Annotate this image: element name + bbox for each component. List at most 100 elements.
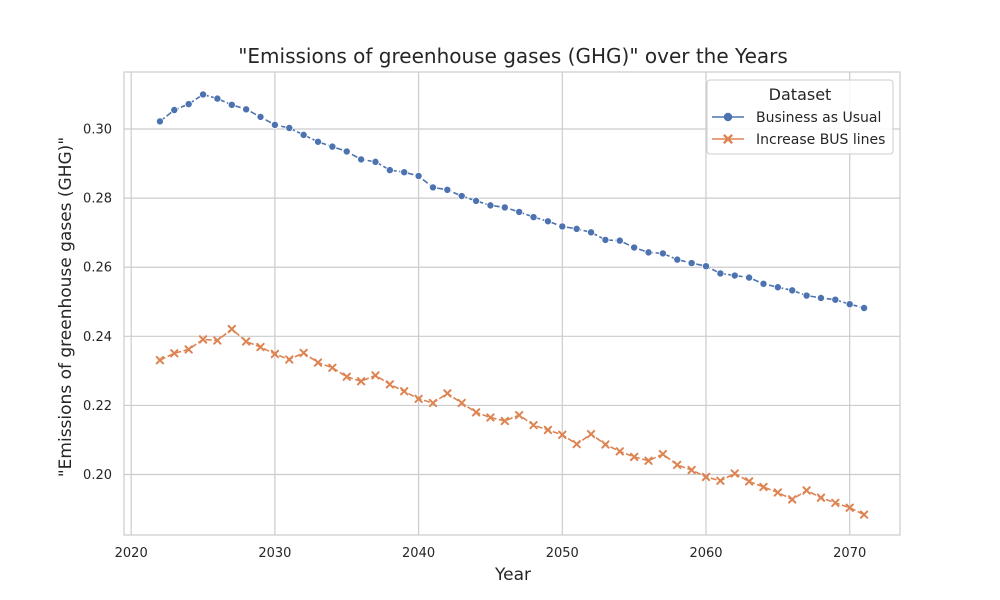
data-point [313,358,323,367]
data-point [342,147,351,156]
y-tick-label: 0.24 [83,330,112,345]
data-point [802,486,811,495]
data-point [227,100,236,109]
data-point [184,100,193,109]
x-tick-label: 2070 [833,546,866,561]
series-1 [155,90,869,312]
data-point [831,498,840,508]
data-point [859,510,869,519]
data-point [299,348,308,358]
data-point [816,293,825,302]
data-point [673,255,682,264]
x-tick-label: 2020 [115,546,148,561]
data-point [543,217,552,226]
data-point [788,286,797,295]
data-point [400,168,409,177]
data-point [155,117,164,126]
x-tick-label: 2040 [402,546,435,561]
data-point [529,213,538,222]
data-point [285,123,294,132]
data-point [500,203,509,212]
data-point [845,300,854,309]
data-point [701,472,711,482]
data-point [687,259,696,268]
data-point [529,420,538,430]
data-point [385,380,395,389]
data-point [716,476,725,485]
legend-entries: Business as Usual Increase BUS lines [712,110,885,148]
data-point [773,488,783,497]
y-tick-label: 0.28 [83,192,112,207]
data-point [630,243,639,252]
data-point [328,363,337,372]
data-point [558,222,567,231]
data-point [256,342,265,352]
data-point [170,349,179,358]
data-point [400,387,409,396]
data-point [428,183,437,192]
data-point [213,336,222,345]
data-point [644,248,653,257]
chart-title: "Emissions of greenhouse gases (GHG)" ov… [238,44,788,68]
data-point [644,456,653,465]
data-point [629,452,639,462]
data-point [414,172,423,181]
data-point [831,295,840,304]
legend-title: Dataset [769,85,832,104]
data-point [601,440,610,449]
y-axis-label: "Emissions of greenhouse gases (GHG)" [56,137,76,477]
data-point [342,372,351,381]
data-point [471,408,481,417]
plot-frame [123,71,901,536]
data-point [615,447,624,456]
data-point [716,269,725,278]
data-point [587,228,596,237]
x-axis-label: Year [494,565,531,585]
x-tick-label: 2030 [258,546,291,561]
data-point [658,249,667,258]
data-point [457,398,466,408]
data-point [802,291,811,300]
y-tick-label: 0.30 [83,123,112,138]
data-point [745,273,754,282]
data-point [845,503,854,512]
data-point [256,112,265,121]
y-tick-label: 0.22 [83,399,112,414]
data-point [414,394,423,404]
data-point [170,106,179,115]
data-point [285,355,294,364]
data-point [155,355,165,365]
data-point [227,324,236,334]
data-point [356,377,366,386]
data-point [730,271,739,280]
data-point [241,337,251,346]
series-line [159,328,865,516]
data-point [730,469,739,478]
data-point [687,465,696,475]
data-point [472,196,481,205]
data-point [242,105,251,114]
data-point [500,416,510,426]
data-point [759,279,768,288]
tick-layer: 2020 2030 2040 2050 2060 2070 0.20 0.22 0.24 0.26… [83,123,866,561]
data-point [198,335,208,344]
data-point [371,157,380,166]
data-point [860,303,869,312]
data-point [385,166,394,175]
data-point [558,430,567,439]
legend: Dataset Business as Usual Increase BUS li… [706,79,894,155]
data-point [816,493,826,502]
data-point [486,201,495,210]
data-point [658,449,668,459]
data-point [515,207,524,216]
data-point [371,371,380,380]
y-tick-label: 0.26 [83,261,112,276]
data-point [615,236,624,245]
legend-label: Increase BUS lines [756,132,885,148]
y-tick-label: 0.20 [83,468,112,483]
data-point [357,155,366,164]
data-point [328,142,337,151]
legend-label: Business as Usual [756,110,881,126]
data-point [572,224,581,233]
